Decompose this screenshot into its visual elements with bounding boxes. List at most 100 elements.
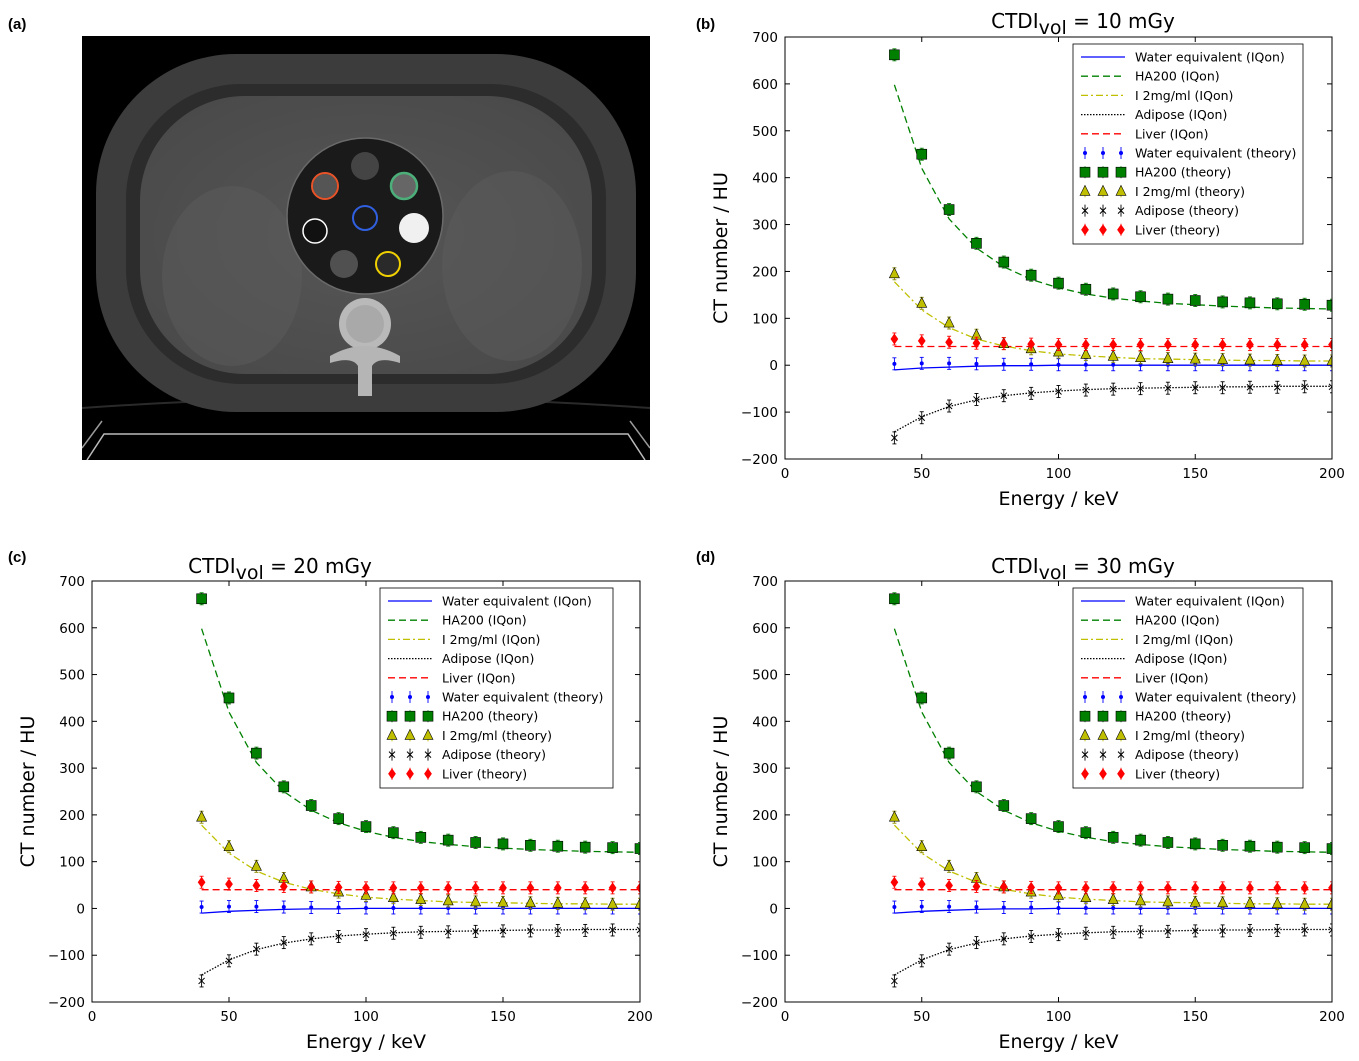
legend-swatch-marker bbox=[406, 751, 414, 758]
title-main: CTDI bbox=[991, 554, 1038, 578]
data-point bbox=[362, 931, 370, 938]
data-point bbox=[1080, 827, 1092, 838]
data-point bbox=[1053, 888, 1064, 900]
data-point bbox=[1162, 895, 1174, 907]
data-point bbox=[554, 927, 562, 934]
series-line bbox=[893, 824, 1332, 905]
legend-entry: Adipose (IQon) bbox=[1135, 651, 1227, 666]
data-point bbox=[1081, 339, 1090, 351]
title-subscript: vol bbox=[236, 562, 264, 584]
legend-swatch-marker bbox=[406, 768, 414, 780]
y-tick-label: 400 bbox=[752, 171, 778, 187]
data-point bbox=[1135, 834, 1146, 846]
data-point bbox=[1189, 895, 1201, 907]
data-point bbox=[253, 945, 260, 953]
data-point bbox=[1109, 928, 1117, 936]
legend-entry: Water equivalent (theory) bbox=[442, 690, 603, 705]
data-point bbox=[1027, 390, 1035, 397]
legend-entry: HA200 (IQon) bbox=[1135, 69, 1220, 84]
insert-top bbox=[351, 152, 379, 180]
roi-yellow bbox=[375, 251, 401, 277]
data-point bbox=[1001, 362, 1006, 367]
data-point bbox=[1326, 354, 1332, 366]
data-point bbox=[1027, 881, 1036, 893]
data-point bbox=[1300, 339, 1309, 351]
data-point bbox=[1162, 293, 1174, 305]
x-tick-label: 150 bbox=[490, 1009, 516, 1025]
data-point bbox=[1135, 291, 1146, 303]
data-point bbox=[1109, 882, 1118, 894]
data-point bbox=[1164, 339, 1172, 351]
legend-swatch-marker bbox=[1099, 224, 1107, 236]
data-point bbox=[945, 336, 953, 348]
data-point bbox=[918, 414, 926, 422]
data-point bbox=[1273, 383, 1281, 391]
data-point bbox=[391, 905, 396, 910]
data-point bbox=[364, 905, 368, 910]
data-point bbox=[225, 878, 233, 890]
data-point bbox=[972, 337, 981, 349]
data-point bbox=[250, 859, 262, 871]
data-point bbox=[198, 977, 205, 985]
data-point bbox=[553, 882, 562, 894]
data-point bbox=[1326, 299, 1332, 311]
data-point bbox=[1271, 897, 1283, 909]
data-point bbox=[360, 888, 372, 900]
data-point bbox=[636, 926, 640, 934]
data-point bbox=[1328, 926, 1332, 934]
x-tick-label: 100 bbox=[353, 1009, 379, 1025]
roi-green bbox=[389, 171, 419, 201]
y-axis-label: CT number / HU bbox=[710, 172, 732, 324]
data-point bbox=[1054, 882, 1063, 894]
data-point bbox=[889, 49, 900, 61]
data-point bbox=[1082, 386, 1090, 394]
insert-ha200 bbox=[392, 174, 416, 198]
x-tick-label: 0 bbox=[88, 1009, 97, 1025]
data-point bbox=[945, 880, 953, 892]
data-point bbox=[415, 832, 427, 843]
data-point bbox=[1299, 354, 1311, 366]
legend-swatch-marker bbox=[1081, 224, 1089, 236]
data-point bbox=[634, 897, 640, 909]
data-point bbox=[917, 878, 926, 890]
data-point bbox=[998, 800, 1010, 811]
legend-entry: Liver (IQon) bbox=[1135, 126, 1209, 141]
legend-swatch-marker bbox=[1079, 710, 1091, 722]
legend-entry: I 2mg/ml (theory) bbox=[442, 728, 552, 743]
data-point bbox=[1301, 926, 1309, 934]
data-point bbox=[280, 939, 288, 946]
data-point bbox=[1000, 935, 1008, 943]
y-tick-label: 500 bbox=[59, 668, 85, 684]
legend-entry: HA200 (theory) bbox=[1135, 709, 1231, 724]
y-tick-label: 0 bbox=[76, 901, 85, 917]
y-tick-label: 0 bbox=[769, 358, 778, 374]
data-point bbox=[1273, 927, 1281, 934]
data-point bbox=[999, 881, 1008, 893]
title-main: CTDI bbox=[188, 554, 235, 578]
data-point bbox=[223, 692, 235, 704]
x-axis-label: Energy / keV bbox=[998, 488, 1118, 510]
data-point bbox=[1056, 362, 1061, 367]
data-point bbox=[472, 928, 479, 935]
x-tick-label: 0 bbox=[781, 466, 790, 482]
legend-entry: Water equivalent (theory) bbox=[1135, 690, 1296, 705]
table-edge bbox=[82, 420, 650, 449]
legend-swatch-marker bbox=[388, 751, 396, 758]
x-tick-label: 100 bbox=[1046, 466, 1072, 482]
data-point bbox=[916, 296, 928, 308]
legend-entry: Liver (IQon) bbox=[1135, 670, 1209, 685]
insert-gray bbox=[330, 250, 358, 278]
data-point bbox=[1135, 894, 1147, 906]
data-point bbox=[199, 905, 204, 910]
legend-swatch-marker bbox=[1101, 151, 1105, 155]
data-point bbox=[1246, 927, 1254, 934]
plot-frame bbox=[784, 580, 1333, 1003]
data-point bbox=[1271, 298, 1283, 310]
data-point bbox=[416, 882, 425, 894]
data-point bbox=[470, 895, 482, 907]
chart-title: CTDIvol = 30 mGy bbox=[991, 554, 1175, 584]
x-tick-label: 150 bbox=[1182, 1009, 1208, 1025]
roi-orange bbox=[311, 172, 339, 200]
data-point bbox=[1328, 339, 1332, 351]
legend-box bbox=[1072, 587, 1304, 789]
